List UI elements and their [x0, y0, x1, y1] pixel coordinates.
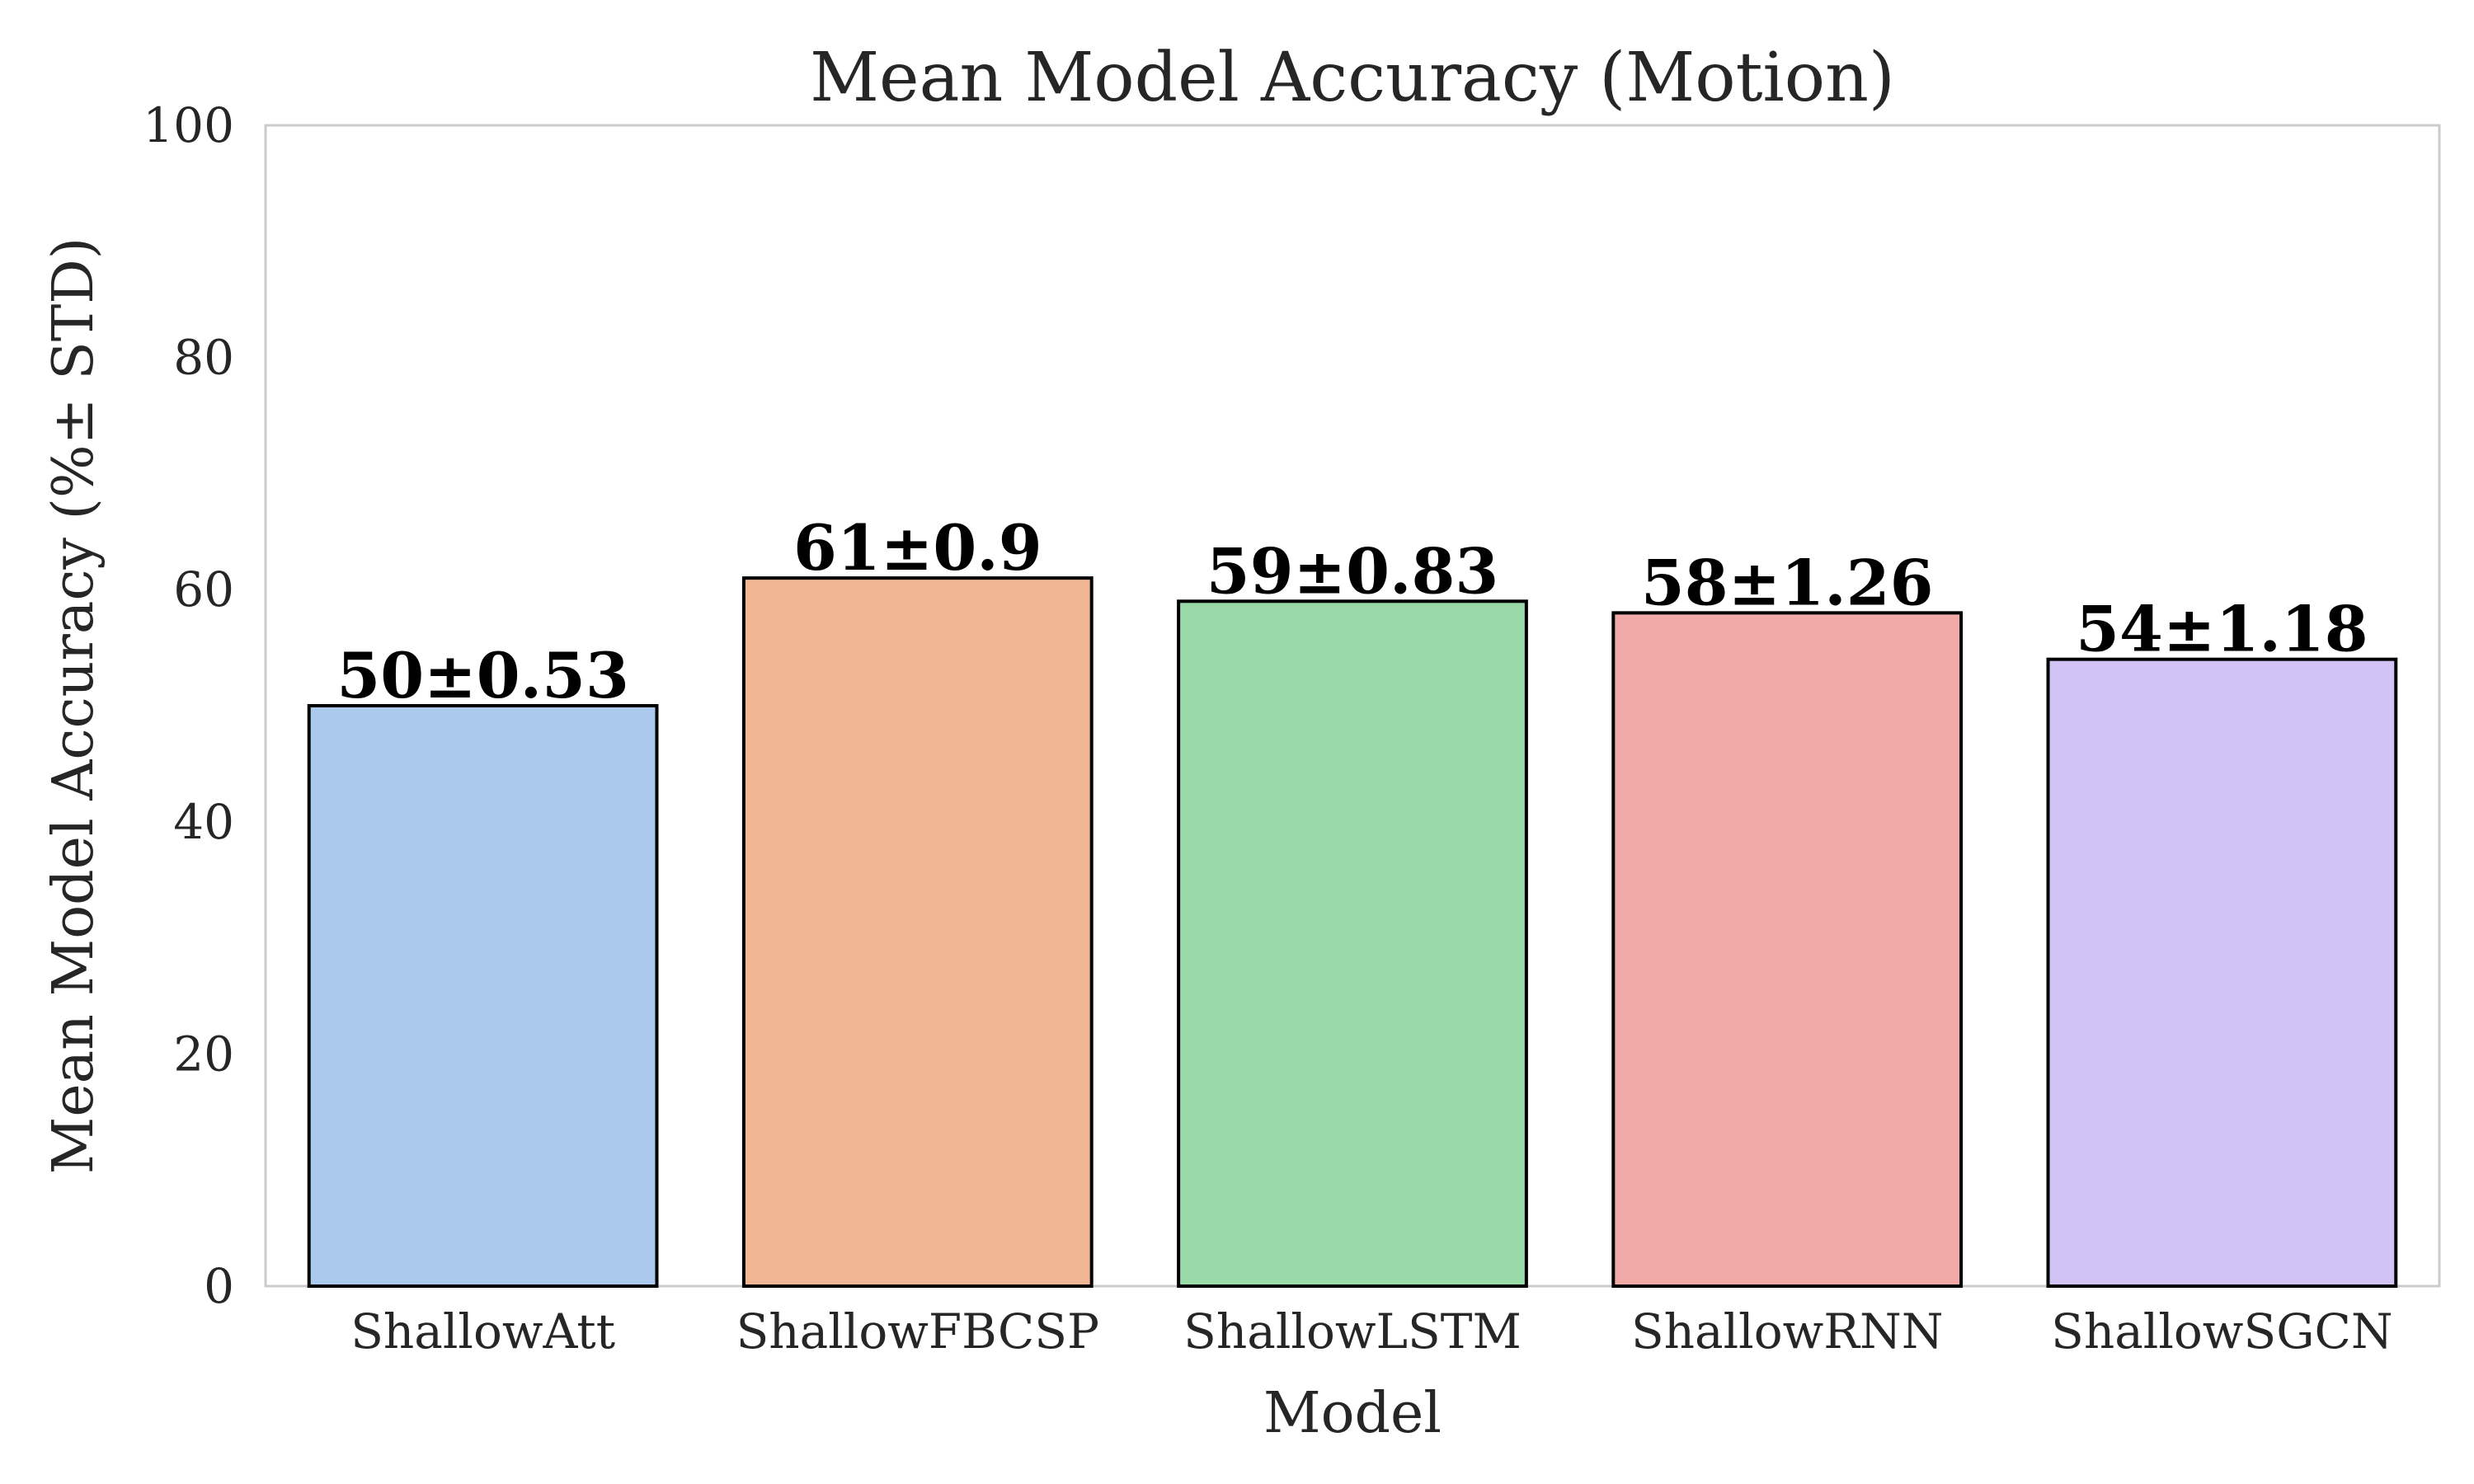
y-tick-label-0: 0: [204, 1258, 234, 1314]
value-label-shallowrnn: 58±1.26: [1641, 546, 1934, 619]
x-tick-label-shallowsgcn: ShallowSGCN: [2051, 1303, 2393, 1360]
bar-shallowrnn: [1611, 611, 1964, 1288]
x-axis-ticks: ShallowAtt ShallowFBCSP ShallowLSTM Shallow…: [350, 1303, 2392, 1360]
value-label-shallowlstm: 59±0.83: [1206, 534, 1499, 608]
bar-shallowlstm: [1177, 599, 1528, 1288]
value-label-shallowfbcsp: 61±0.9: [793, 511, 1042, 585]
x-axis-label: Model: [1263, 1381, 1442, 1446]
bar-shallowatt: [307, 704, 659, 1288]
bar-shallowsgcn: [2046, 657, 2398, 1288]
bar-shallowfbcsp: [741, 576, 1094, 1288]
value-labels-layer: 50±0.53 61±0.9 59±0.83 58±1.26 54±1.18: [336, 511, 2368, 712]
y-tick-label-80: 80: [173, 330, 234, 386]
y-tick-label-20: 20: [173, 1026, 234, 1082]
x-tick-label-shallowrnn: ShallowRNN: [1631, 1303, 1944, 1360]
x-tick-label-shallowlstm: ShallowLSTM: [1183, 1303, 1522, 1360]
x-tick-label-shallowfbcsp: ShallowFBCSP: [736, 1303, 1099, 1360]
value-label-shallowsgcn: 54±1.18: [2076, 593, 2368, 666]
y-tick-label-60: 60: [173, 561, 234, 618]
y-axis-ticks: 0 20 40 60 80 100: [143, 97, 234, 1314]
x-tick-label-shallowatt: ShallowAtt: [350, 1303, 615, 1360]
y-tick-label-40: 40: [173, 794, 234, 850]
bars-layer: [307, 576, 2398, 1288]
y-axis-label: Mean Model Accuracy (%± STD): [41, 237, 106, 1174]
y-tick-label-100: 100: [143, 97, 234, 153]
value-label-shallowatt: 50±0.53: [336, 639, 629, 712]
chart-title: Mean Model Accuracy (Motion): [810, 39, 1895, 117]
